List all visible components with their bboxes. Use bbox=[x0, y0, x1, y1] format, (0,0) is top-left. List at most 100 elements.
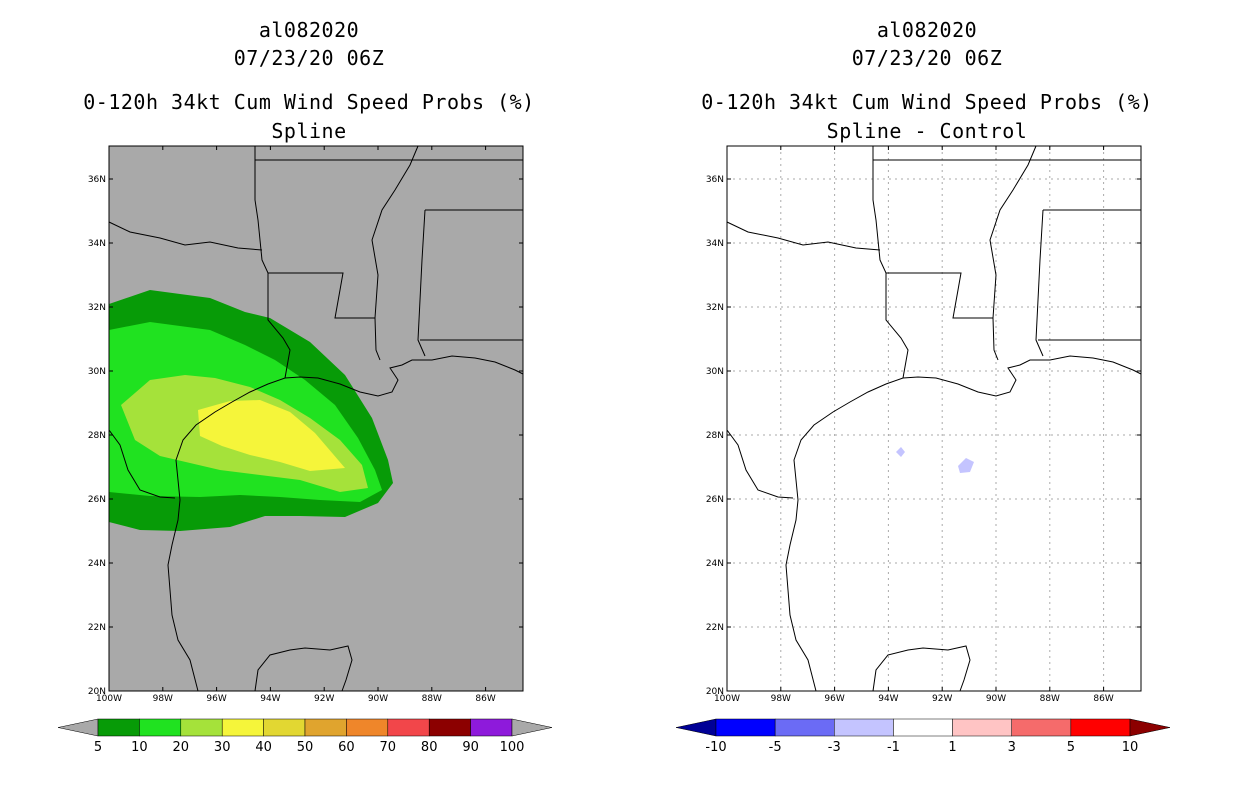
lon-label: 88W bbox=[422, 694, 442, 704]
colorbar-label: 50 bbox=[297, 740, 314, 755]
right-panel: al082020 07/23/20 06Z 0-120h 34kt Cum Wi… bbox=[618, 0, 1236, 800]
colorbar-swatch bbox=[952, 718, 1012, 737]
coast-line-1 bbox=[254, 645, 353, 692]
colorbar-swatch bbox=[774, 718, 835, 737]
colorbar-swatch bbox=[304, 718, 347, 737]
coast-line-9 bbox=[108, 221, 263, 251]
lat-label: 36N bbox=[88, 175, 106, 185]
lat-label: 26N bbox=[706, 495, 724, 505]
lat-label: 30N bbox=[706, 367, 724, 377]
coastline bbox=[726, 145, 1142, 692]
lat-label: 30N bbox=[88, 367, 106, 377]
grid-lines bbox=[727, 146, 1141, 691]
map-background bbox=[727, 146, 1141, 691]
lon-label: 100W bbox=[714, 694, 740, 704]
lat-label: 32N bbox=[706, 303, 724, 313]
coast-line-0 bbox=[167, 355, 524, 692]
coast-line-3 bbox=[267, 273, 291, 379]
colorbar-swatch bbox=[387, 718, 430, 737]
coast-line-3 bbox=[885, 273, 909, 379]
colorbar-label: 10 bbox=[1122, 740, 1139, 755]
colorbar-label: 5 bbox=[94, 740, 102, 755]
map-frame bbox=[726, 145, 1142, 692]
colorbar-label: -1 bbox=[887, 740, 900, 755]
colorbar-left-arrow bbox=[57, 718, 99, 737]
lon-label: 94W bbox=[260, 694, 280, 704]
lat-label: 28N bbox=[88, 431, 106, 441]
left-panel: al082020 07/23/20 06Z 0-120h 34kt Cum Wi… bbox=[57, 18, 553, 755]
colorbar-swatch bbox=[346, 718, 389, 737]
diff-patch-b bbox=[958, 458, 974, 473]
colorbar-swatch bbox=[1070, 718, 1131, 737]
colorbar-label: 90 bbox=[462, 740, 479, 755]
storm-id-title: al082020 bbox=[876, 18, 978, 42]
lon-label: 92W bbox=[932, 694, 952, 704]
lat-label: 34N bbox=[88, 239, 106, 249]
colorbar-label: 80 bbox=[421, 740, 438, 755]
colorbar-swatch bbox=[1011, 718, 1072, 737]
colorbar-label: 30 bbox=[214, 740, 231, 755]
colorbar-swatch bbox=[834, 718, 894, 737]
lon-label: 100W bbox=[96, 694, 122, 704]
lat-label: 28N bbox=[706, 431, 724, 441]
colorbar-right-arrow bbox=[1129, 718, 1171, 737]
lon-label: 86W bbox=[475, 694, 495, 704]
colorbar: -10 -5 -3 -1 1 3 5 10 bbox=[675, 718, 1171, 755]
map-frame bbox=[108, 145, 524, 692]
difference-patches bbox=[896, 447, 974, 473]
colorbar-swatch bbox=[139, 718, 182, 737]
coast-line-9 bbox=[726, 221, 881, 251]
colorbar-swatch bbox=[263, 718, 306, 737]
subtitle: Spline bbox=[271, 119, 347, 143]
lon-label: 90W bbox=[368, 694, 388, 704]
lon-label: 92W bbox=[314, 694, 334, 704]
lat-label: 22N bbox=[706, 623, 724, 633]
lon-label: 96W bbox=[206, 694, 226, 704]
colorbar-swatch bbox=[893, 718, 953, 737]
coastline bbox=[108, 145, 524, 692]
lon-label: 98W bbox=[153, 694, 173, 704]
coast-line-2 bbox=[254, 146, 381, 361]
subtitle: Spline - Control bbox=[826, 119, 1028, 143]
colorbar-label: 100 bbox=[500, 740, 525, 755]
colorbar-label: -5 bbox=[769, 740, 782, 755]
colorbar-label: 5 bbox=[1067, 740, 1075, 755]
lat-label: 24N bbox=[88, 559, 106, 569]
coast-line-10 bbox=[108, 429, 176, 499]
coast-line-1 bbox=[872, 645, 971, 692]
colorbar-label: 60 bbox=[338, 740, 355, 755]
product-title: 0-120h 34kt Cum Wind Speed Probs (%) bbox=[83, 90, 535, 114]
colorbar-label: 70 bbox=[380, 740, 397, 755]
lat-label: 20N bbox=[88, 687, 106, 697]
colorbar-label: 3 bbox=[1008, 740, 1016, 755]
product-title: 0-120h 34kt Cum Wind Speed Probs (%) bbox=[701, 90, 1153, 114]
colorbar-swatch bbox=[180, 718, 223, 737]
storm-id-title: al082020 bbox=[258, 18, 360, 42]
coast-line-0 bbox=[785, 355, 1142, 692]
colorbar-left-arrow bbox=[675, 718, 717, 737]
lon-label: 86W bbox=[1093, 694, 1113, 704]
colorbar-swatch bbox=[470, 718, 513, 737]
coast-line-7 bbox=[417, 209, 426, 357]
lat-label: 26N bbox=[88, 495, 106, 505]
colorbar-swatch bbox=[97, 718, 140, 737]
diff-patch-a bbox=[896, 447, 905, 457]
lat-label: 20N bbox=[706, 687, 724, 697]
coast-line-10 bbox=[726, 429, 794, 499]
coast-line-7 bbox=[1035, 209, 1044, 357]
coast-line-4 bbox=[989, 145, 1037, 319]
colorbar-label: 40 bbox=[255, 740, 272, 755]
lon-label: 88W bbox=[1040, 694, 1060, 704]
datetime-title: 07/23/20 06Z bbox=[233, 46, 385, 70]
colorbar-label: 10 bbox=[131, 740, 148, 755]
probability-contours bbox=[109, 290, 393, 531]
colorbar-label: -3 bbox=[828, 740, 841, 755]
colorbar-swatch bbox=[428, 718, 471, 737]
lat-label: 36N bbox=[706, 175, 724, 185]
colorbar-swatch bbox=[715, 718, 776, 737]
colorbar-label: 20 bbox=[173, 740, 190, 755]
